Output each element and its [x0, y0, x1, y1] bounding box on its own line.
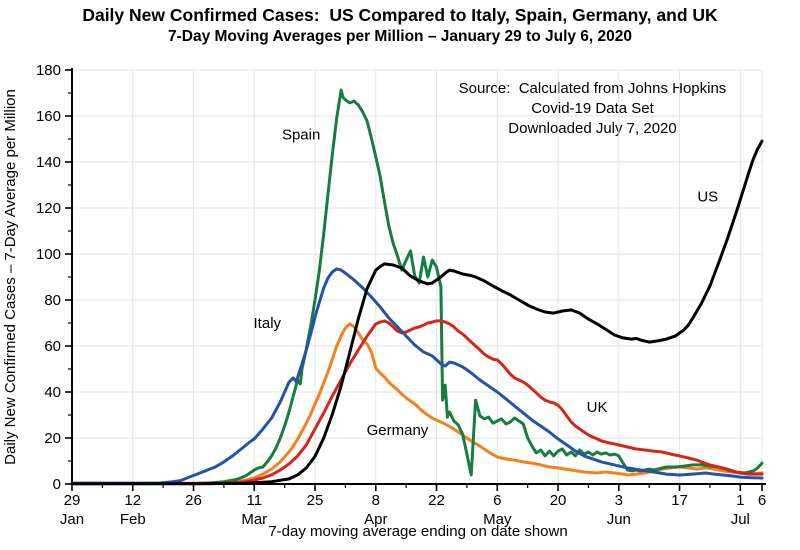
x-tick-label-month: Jun: [607, 511, 631, 528]
data-series: [70, 88, 764, 486]
x-tick-label-month: Jul: [731, 511, 750, 528]
y-tick-label: 60: [44, 338, 61, 355]
y-tick-label: 140: [36, 154, 61, 171]
x-tick-label-day: 22: [428, 492, 445, 509]
source-note: Source: Calculated from Johns Hopkins Co…: [420, 79, 765, 139]
y-tick-label: 80: [44, 292, 61, 309]
x-tick-label-month: May: [483, 511, 512, 528]
x-tick-label-month: Mar: [241, 511, 267, 528]
x-tick-label-day: 3: [615, 492, 623, 509]
series-line-italy: [70, 267, 764, 485]
x-tick-label-day: 6: [493, 492, 501, 509]
series-label-italy: Italy: [254, 315, 282, 332]
series-labels: Germany Spain UK Italy US: [254, 126, 719, 439]
x-tick-label-day: 1: [736, 492, 744, 509]
x-tick-label-day: 6: [758, 492, 766, 509]
y-tick-label: 0: [53, 476, 61, 493]
series-label-germany: Germany: [367, 422, 429, 439]
series-line-us: [70, 139, 764, 486]
y-axis-label: Daily New Confirmed Cases – 7-Day Averag…: [2, 89, 19, 465]
y-tick-label: 100: [36, 246, 61, 263]
x-tick-label-month: Feb: [120, 511, 146, 528]
x-tick-label-day: 29: [64, 492, 81, 509]
series-label-us: US: [697, 189, 718, 206]
y-tick-label: 20: [44, 430, 61, 447]
source-line-1: Source: Calculated from Johns Hopkins: [458, 80, 727, 97]
y-tick-label: 180: [36, 62, 61, 79]
y-tick-label: 160: [36, 108, 61, 125]
x-tick-label-day: 26: [185, 492, 202, 509]
x-tick-label-day: 11: [246, 492, 262, 509]
x-tick-label-day: 8: [372, 492, 380, 509]
x-tick-label-month: Jan: [60, 511, 84, 528]
chart-subtitle: 7-Day Moving Averages per Million – Janu…: [167, 28, 633, 45]
x-tick-label-day: 25: [307, 492, 324, 509]
series-line-uk: [70, 319, 764, 486]
x-axis-label: 7-day moving average ending on date show…: [268, 523, 568, 540]
x-tick-label-month: Apr: [364, 511, 387, 528]
chart-title: Daily New Confirmed Cases: US Compared t…: [82, 5, 718, 25]
series-label-uk: UK: [587, 399, 608, 416]
source-line-3: Downloaded July 7, 2020: [508, 120, 677, 137]
x-tick-label-day: 12: [124, 492, 141, 509]
y-tick-label: 120: [36, 200, 61, 217]
x-tick-label-day: 17: [671, 492, 688, 509]
y-tick-label: 40: [44, 384, 61, 401]
series-line-germany: [70, 322, 764, 485]
x-tick-label-day: 20: [550, 492, 567, 509]
series-label-spain: Spain: [282, 126, 320, 143]
